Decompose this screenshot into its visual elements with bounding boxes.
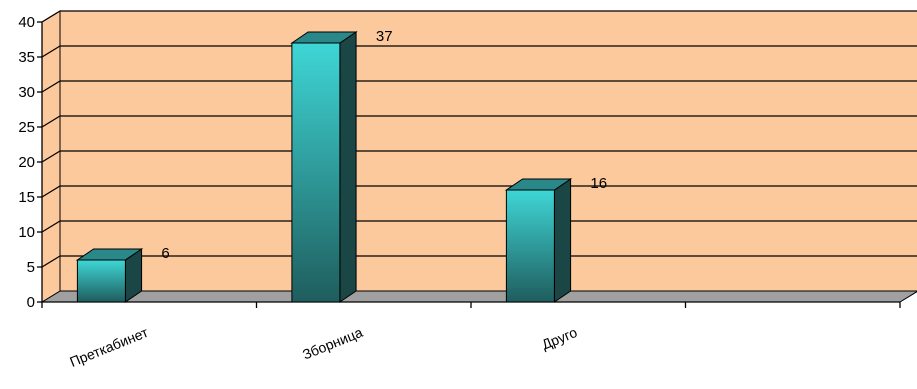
bar xyxy=(76,259,126,303)
plot-area: 0 5 10 15 20 25 30 35 40 6 Преткабинет 37 Зборница 16… xyxy=(18,10,917,370)
x-tick-label: Преткабинет xyxy=(67,324,151,370)
gridline-diagonal xyxy=(41,255,61,268)
y-tick-label: 35 xyxy=(18,49,35,66)
gridline-diagonal xyxy=(41,185,61,198)
y-tick-label: 20 xyxy=(18,154,35,171)
y-tick-label: 15 xyxy=(18,189,35,206)
data-label: 16 xyxy=(590,175,607,192)
x-tick-label: Зборница xyxy=(300,324,365,363)
bar xyxy=(291,42,341,303)
y-tick-label: 0 xyxy=(27,294,35,311)
floor xyxy=(40,290,917,303)
data-label: 37 xyxy=(376,28,393,45)
gridline-diagonal xyxy=(41,220,61,233)
gridline-diagonal xyxy=(41,115,61,128)
gridline-diagonal xyxy=(41,45,61,58)
gridline-diagonal xyxy=(41,150,61,163)
gridline-diagonal xyxy=(41,10,61,23)
bar xyxy=(505,189,555,303)
y-tick-label: 10 xyxy=(18,224,35,241)
x-tick-label: Друго xyxy=(539,324,579,353)
gridline-diagonal xyxy=(41,80,61,93)
bar-side xyxy=(339,31,357,303)
y-tick-label: 25 xyxy=(18,119,35,136)
y-tick-label: 30 xyxy=(18,84,35,101)
data-label: 6 xyxy=(161,245,169,262)
y-tick-label: 5 xyxy=(27,259,35,276)
y-tick-label: 40 xyxy=(18,14,35,31)
bar-side xyxy=(553,178,572,303)
